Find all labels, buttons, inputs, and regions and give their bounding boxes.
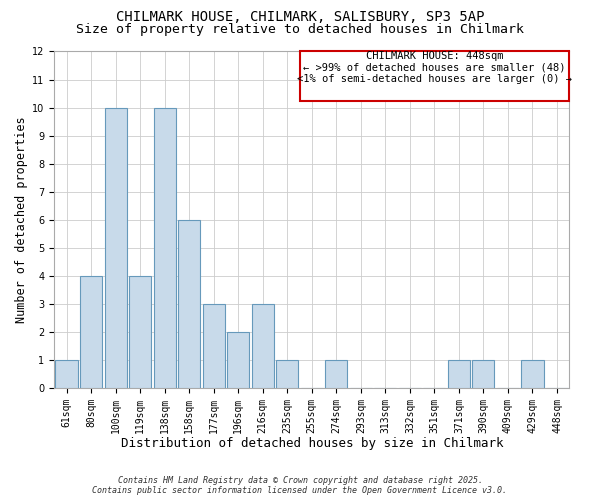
Text: Size of property relative to detached houses in Chilmark: Size of property relative to detached ho… <box>76 22 524 36</box>
Bar <box>203 304 225 388</box>
Text: Contains HM Land Registry data © Crown copyright and database right 2025.
Contai: Contains HM Land Registry data © Crown c… <box>92 476 508 495</box>
Bar <box>227 332 249 388</box>
Bar <box>55 360 77 388</box>
Bar <box>154 108 176 388</box>
Text: CHILMARK HOUSE, CHILMARK, SALISBURY, SP3 5AP: CHILMARK HOUSE, CHILMARK, SALISBURY, SP3… <box>116 10 484 24</box>
Bar <box>80 276 102 388</box>
Bar <box>325 360 347 388</box>
Y-axis label: Number of detached properties: Number of detached properties <box>15 116 28 323</box>
Bar <box>251 304 274 388</box>
Bar <box>521 360 544 388</box>
Bar <box>178 220 200 388</box>
Bar <box>472 360 494 388</box>
X-axis label: Distribution of detached houses by size in Chilmark: Distribution of detached houses by size … <box>121 437 503 450</box>
Bar <box>104 108 127 388</box>
FancyBboxPatch shape <box>299 52 569 100</box>
Text: CHILMARK HOUSE: 448sqm
← >99% of detached houses are smaller (48)
<1% of semi-de: CHILMARK HOUSE: 448sqm ← >99% of detache… <box>297 51 572 84</box>
Bar <box>448 360 470 388</box>
Bar <box>129 276 151 388</box>
Bar <box>276 360 298 388</box>
